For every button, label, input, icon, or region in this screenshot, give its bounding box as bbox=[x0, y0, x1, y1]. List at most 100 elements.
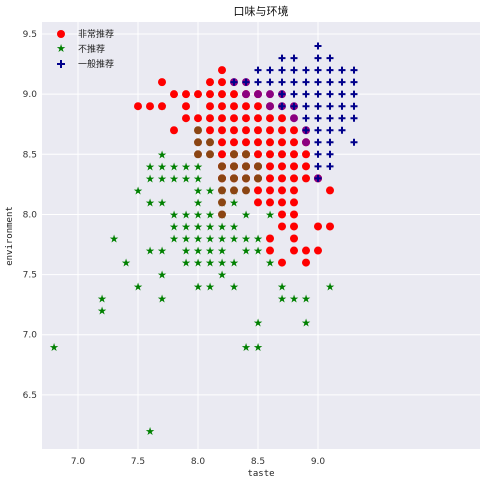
circle-point-overlap bbox=[230, 150, 238, 159]
star-point: ★ bbox=[217, 269, 227, 282]
circle-point bbox=[218, 150, 226, 159]
star-point: ★ bbox=[217, 233, 227, 246]
circle-point bbox=[266, 162, 274, 171]
circle-point-overlap bbox=[266, 102, 274, 111]
y-tick-label: 7.0 bbox=[23, 331, 38, 341]
circle-point bbox=[242, 126, 250, 135]
plus-point bbox=[302, 126, 310, 134]
star-point: ★ bbox=[205, 257, 215, 270]
circle-point bbox=[290, 126, 298, 135]
plus-point bbox=[326, 114, 334, 122]
circle-point bbox=[302, 150, 310, 159]
circle-point bbox=[302, 246, 310, 255]
star-point: ★ bbox=[253, 233, 263, 246]
legend-entry-series-1: 非常推荐 bbox=[57, 28, 114, 40]
circle-point-overlap bbox=[218, 186, 226, 195]
plus-point bbox=[302, 102, 310, 110]
star-point: ★ bbox=[241, 341, 251, 354]
circle-point bbox=[290, 222, 298, 231]
plus-point bbox=[326, 138, 334, 146]
circle-point bbox=[254, 186, 262, 195]
plus-point bbox=[314, 138, 322, 146]
circle-point-overlap bbox=[242, 174, 250, 183]
star-point: ★ bbox=[229, 220, 239, 233]
star-point: ★ bbox=[205, 220, 215, 233]
star-point: ★ bbox=[289, 293, 299, 306]
circle-point bbox=[242, 138, 250, 147]
star-point: ★ bbox=[229, 257, 239, 270]
plus-point bbox=[278, 90, 286, 98]
circle-point bbox=[182, 102, 190, 111]
circle-point bbox=[290, 234, 298, 243]
data-points: ★★★★★★★★★★★★★★★★★★★★★★★★★★★★★★★★★★★★★★★★… bbox=[49, 42, 358, 438]
circle-point bbox=[278, 162, 286, 171]
circle-point bbox=[290, 174, 298, 183]
circle-point bbox=[134, 102, 142, 111]
star-point: ★ bbox=[253, 245, 263, 258]
circle-point bbox=[230, 126, 238, 135]
plus-point bbox=[338, 78, 346, 86]
circle-point bbox=[266, 174, 274, 183]
y-tick-label: 8.5 bbox=[23, 150, 37, 160]
x-tick-labels: 7.0 7.5 8.0 8.5 9.0 bbox=[71, 457, 326, 467]
plus-point bbox=[326, 150, 334, 158]
circle-point bbox=[290, 150, 298, 159]
circle-point-overlap bbox=[230, 174, 238, 183]
star-point: ★ bbox=[193, 196, 203, 209]
circle-point bbox=[278, 150, 286, 159]
circle-point bbox=[218, 114, 226, 123]
star-point: ★ bbox=[217, 245, 227, 258]
plus-point bbox=[314, 174, 322, 182]
plus-point bbox=[314, 42, 322, 50]
circle-point bbox=[314, 246, 322, 255]
plus-point bbox=[350, 102, 358, 110]
circle-point bbox=[194, 114, 202, 123]
circle-point-overlap bbox=[242, 162, 250, 171]
plus-point bbox=[254, 66, 262, 74]
circle-point-overlap bbox=[206, 138, 214, 147]
circle-point-overlap bbox=[254, 174, 262, 183]
circle-point bbox=[242, 114, 250, 123]
star-point: ★ bbox=[157, 172, 167, 185]
circle-point bbox=[170, 90, 178, 99]
circle-point-overlap bbox=[206, 150, 214, 159]
star-point: ★ bbox=[169, 233, 179, 246]
circle-point bbox=[266, 246, 274, 255]
circle-point bbox=[218, 102, 226, 111]
star-point: ★ bbox=[157, 269, 167, 282]
star-point: ★ bbox=[145, 425, 155, 438]
circle-point bbox=[266, 126, 274, 135]
star-point: ★ bbox=[181, 172, 191, 185]
star-point: ★ bbox=[181, 160, 191, 173]
legend-entry-series-3: 一般推荐 bbox=[57, 58, 114, 70]
circle-point bbox=[194, 90, 202, 99]
circle-point bbox=[266, 150, 274, 159]
circle-point bbox=[206, 126, 214, 135]
star-point: ★ bbox=[241, 245, 251, 258]
star-point: ★ bbox=[265, 208, 275, 221]
plus-point bbox=[266, 66, 274, 74]
circle-point bbox=[254, 138, 262, 147]
plus-point bbox=[314, 162, 322, 170]
circle-point bbox=[218, 66, 226, 75]
circle-point-overlap bbox=[242, 90, 250, 99]
star-point: ★ bbox=[229, 281, 239, 294]
circle-point bbox=[230, 102, 238, 111]
star-point: ★ bbox=[301, 293, 311, 306]
circle-point bbox=[326, 186, 334, 195]
star-point: ★ bbox=[181, 233, 191, 246]
plus-point bbox=[302, 66, 310, 74]
plus-point bbox=[290, 54, 298, 62]
star-point: ★ bbox=[205, 281, 215, 294]
circle-point bbox=[254, 114, 262, 123]
legend: 非常推荐 ★ 不推荐 一般推荐 bbox=[56, 28, 114, 70]
circle-point bbox=[302, 258, 310, 267]
x-tick-label: 8.5 bbox=[251, 457, 265, 467]
plus-point bbox=[350, 66, 358, 74]
star-point: ★ bbox=[181, 220, 191, 233]
x-tick-label: 7.5 bbox=[131, 457, 145, 467]
star-point: ★ bbox=[169, 208, 179, 221]
circle-point bbox=[266, 114, 274, 123]
plus-point bbox=[326, 54, 334, 62]
